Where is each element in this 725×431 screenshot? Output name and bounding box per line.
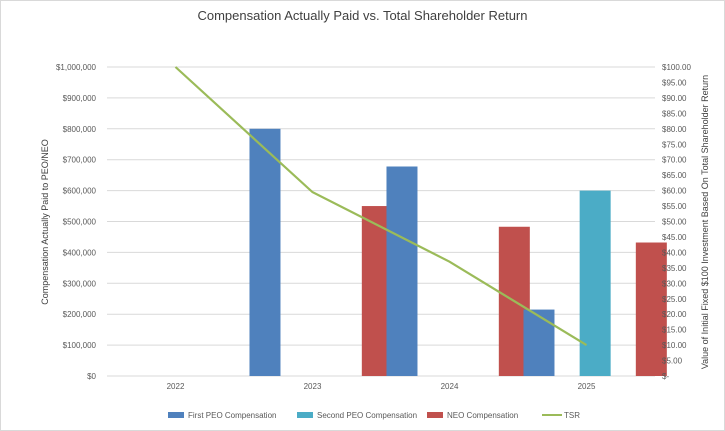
left-axis-label: Compensation Actually Paid to PEO/NEO (40, 139, 50, 305)
right-tick-label: $25.00 (662, 295, 687, 304)
right-tick-label: $10.00 (662, 341, 687, 350)
bar-first-peo-compensation (249, 128, 281, 376)
right-axis-ticks: $- $5.00 $10.00 $15.00 $20.00 $25.00 $30.00 $35… (662, 63, 691, 381)
right-tick-label: $30.00 (662, 279, 687, 288)
right-tick-label: $70.00 (662, 156, 687, 165)
bar-second-peo-compensation (579, 190, 611, 376)
legend-swatch (168, 412, 184, 418)
right-tick-label: $65.00 (662, 171, 687, 180)
bar-first-peo-compensation (386, 166, 418, 376)
right-tick-label: $- (662, 372, 669, 381)
category-label: 2022 (167, 382, 185, 391)
right-tick-label: $85.00 (662, 109, 687, 118)
bar-neo-compensation (635, 242, 667, 376)
left-tick-label: $400,000 (63, 248, 97, 257)
right-tick-label: $20.00 (662, 310, 687, 319)
category-label: 2025 (578, 382, 596, 391)
category-label: 2023 (304, 382, 322, 391)
right-tick-label: $95.00 (662, 78, 687, 87)
legend-label: TSR (564, 411, 580, 420)
left-tick-label: $700,000 (63, 156, 97, 165)
category-labels: 2022 2023 2024 2025 (167, 382, 596, 391)
category-label: 2024 (441, 382, 459, 391)
left-tick-label: $500,000 (63, 218, 97, 227)
legend-swatch (427, 412, 443, 418)
legend-label: NEO Compensation (447, 411, 518, 420)
left-tick-label: $0 (87, 372, 96, 381)
left-tick-label: $300,000 (63, 279, 97, 288)
tsr-line-path (174, 66, 588, 347)
right-tick-label: $45.00 (662, 233, 687, 242)
left-tick-label: $100,000 (63, 341, 97, 350)
right-tick-label: $90.00 (662, 94, 687, 103)
left-tick-label: $900,000 (63, 94, 97, 103)
bars (249, 128, 667, 376)
left-tick-label: $1,000,000 (56, 63, 97, 72)
left-tick-label: $600,000 (63, 187, 97, 196)
legend-label: Second PEO Compensation (317, 411, 417, 420)
right-tick-label: $60.00 (662, 187, 687, 196)
right-tick-label: $40.00 (662, 248, 687, 257)
legend-label: First PEO Compensation (188, 411, 276, 420)
legend-swatch (297, 412, 313, 418)
right-tick-label: $55.00 (662, 202, 687, 211)
left-tick-label: $800,000 (63, 125, 97, 134)
right-tick-label: $5.00 (662, 357, 683, 366)
right-tick-label: $35.00 (662, 264, 687, 273)
right-tick-label: $80.00 (662, 125, 687, 134)
right-tick-label: $15.00 (662, 326, 687, 335)
right-axis-label: Value of Initial Fixed $100 Investment B… (700, 75, 710, 369)
tsr-line (174, 66, 588, 347)
bar-first-peo-compensation (523, 309, 555, 376)
legend: First PEO Compensation Second PEO Compens… (168, 411, 580, 420)
right-tick-label: $100.00 (662, 63, 691, 72)
gridlines (107, 66, 655, 377)
right-tick-label: $75.00 (662, 140, 687, 149)
chart-title: Compensation Actually Paid vs. Total Sha… (197, 8, 528, 23)
right-tick-label: $50.00 (662, 218, 687, 227)
left-axis-ticks: $0 $100,000 $200,000 $300,000 $400,000 $500,0… (56, 63, 97, 381)
left-tick-label: $200,000 (63, 310, 97, 319)
